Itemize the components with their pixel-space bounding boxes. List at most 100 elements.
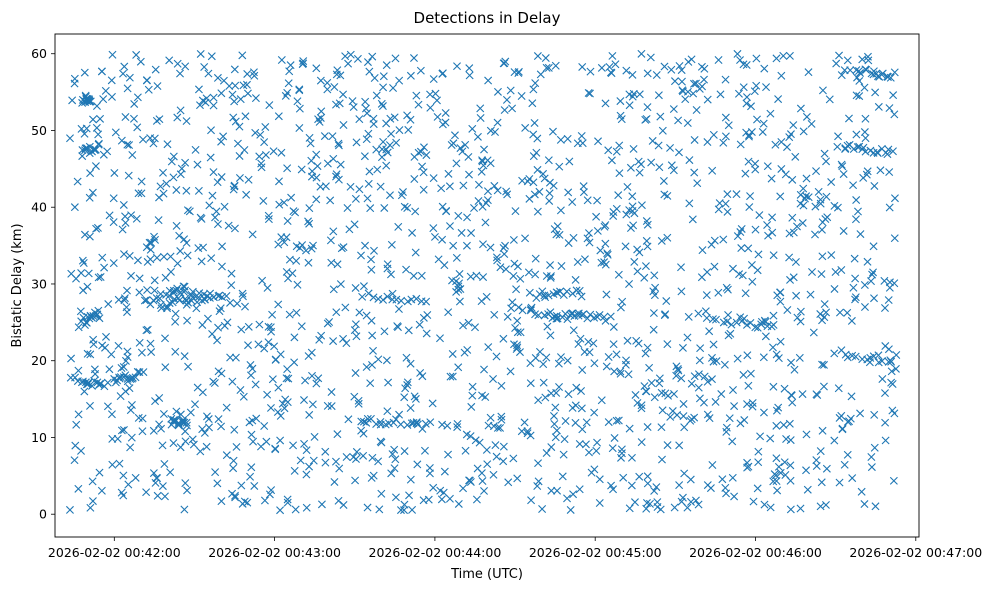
data-point (652, 71, 661, 79)
data-point (776, 337, 785, 346)
data-point (490, 310, 499, 319)
data-point (161, 363, 170, 372)
data-point (827, 178, 836, 187)
data-point (377, 99, 386, 108)
data-point (265, 101, 274, 110)
data-point (88, 381, 96, 390)
data-point (361, 104, 370, 113)
data-point (523, 429, 532, 438)
data-point (471, 436, 480, 445)
data-point (265, 490, 274, 499)
data-point (330, 477, 339, 486)
data-point (196, 447, 205, 456)
data-point (750, 87, 759, 96)
data-point (851, 215, 860, 224)
data-point (663, 233, 672, 242)
data-point (209, 377, 218, 386)
data-point (256, 442, 265, 451)
data-point (295, 124, 304, 132)
data-point (128, 373, 137, 382)
data-point (171, 347, 180, 356)
data-point (781, 170, 790, 179)
data-point (333, 430, 342, 439)
data-point (329, 285, 338, 294)
data-point (237, 325, 246, 334)
data-point (370, 246, 378, 255)
data-point (333, 260, 342, 269)
data-point (622, 356, 631, 365)
data-point (703, 138, 712, 147)
data-point (743, 351, 752, 360)
data-point (844, 114, 853, 123)
data-point (603, 249, 612, 258)
data-point (198, 96, 207, 105)
data-point (169, 439, 178, 448)
data-point (593, 196, 602, 205)
data-point (453, 420, 462, 428)
data-point (95, 314, 104, 323)
data-point (852, 91, 861, 100)
data-point (153, 82, 162, 91)
data-point (766, 434, 775, 443)
data-point (706, 484, 715, 493)
data-point (513, 328, 522, 337)
data-point (276, 506, 285, 515)
data-point (575, 286, 584, 295)
data-point (719, 138, 728, 147)
data-point (182, 117, 191, 126)
data-point (558, 472, 567, 481)
data-point (499, 442, 508, 451)
data-point (102, 332, 110, 341)
data-point (203, 314, 212, 323)
data-point (818, 86, 827, 95)
data-point (837, 160, 846, 169)
data-point (99, 150, 108, 159)
data-point (285, 310, 294, 319)
data-point (769, 320, 778, 329)
data-point (107, 350, 116, 359)
data-point (820, 313, 829, 322)
data-point (162, 179, 171, 188)
data-point (227, 281, 236, 290)
data-point (123, 286, 131, 295)
data-point (776, 468, 785, 477)
data-point (802, 174, 811, 183)
data-point (853, 73, 862, 82)
data-point (235, 122, 244, 131)
data-point (467, 229, 476, 238)
data-point (155, 394, 164, 402)
data-point (691, 79, 700, 88)
data-point (312, 173, 321, 182)
data-point (123, 353, 132, 362)
data-point (571, 418, 580, 427)
data-point (799, 201, 808, 210)
y-tick-label: 0 (39, 507, 47, 522)
data-point (577, 292, 586, 301)
data-point (159, 189, 168, 198)
data-point (641, 115, 650, 124)
data-point (109, 259, 118, 268)
data-point (365, 67, 374, 76)
data-point (197, 214, 206, 223)
data-point (336, 280, 345, 289)
data-point (408, 228, 417, 237)
data-point (368, 331, 377, 340)
data-point (394, 305, 403, 313)
data-point (220, 202, 229, 211)
data-point (675, 481, 684, 490)
data-point (523, 427, 532, 436)
data-point (811, 230, 819, 239)
data-point (330, 83, 339, 91)
data-point (602, 362, 611, 371)
data-point (647, 379, 656, 388)
data-point (583, 196, 592, 205)
data-point (92, 102, 101, 110)
data-point (664, 391, 673, 400)
data-point (766, 109, 775, 118)
data-point (637, 401, 646, 410)
data-point (261, 150, 270, 159)
data-point (220, 321, 229, 330)
data-point (820, 300, 829, 309)
data-point (470, 204, 479, 212)
